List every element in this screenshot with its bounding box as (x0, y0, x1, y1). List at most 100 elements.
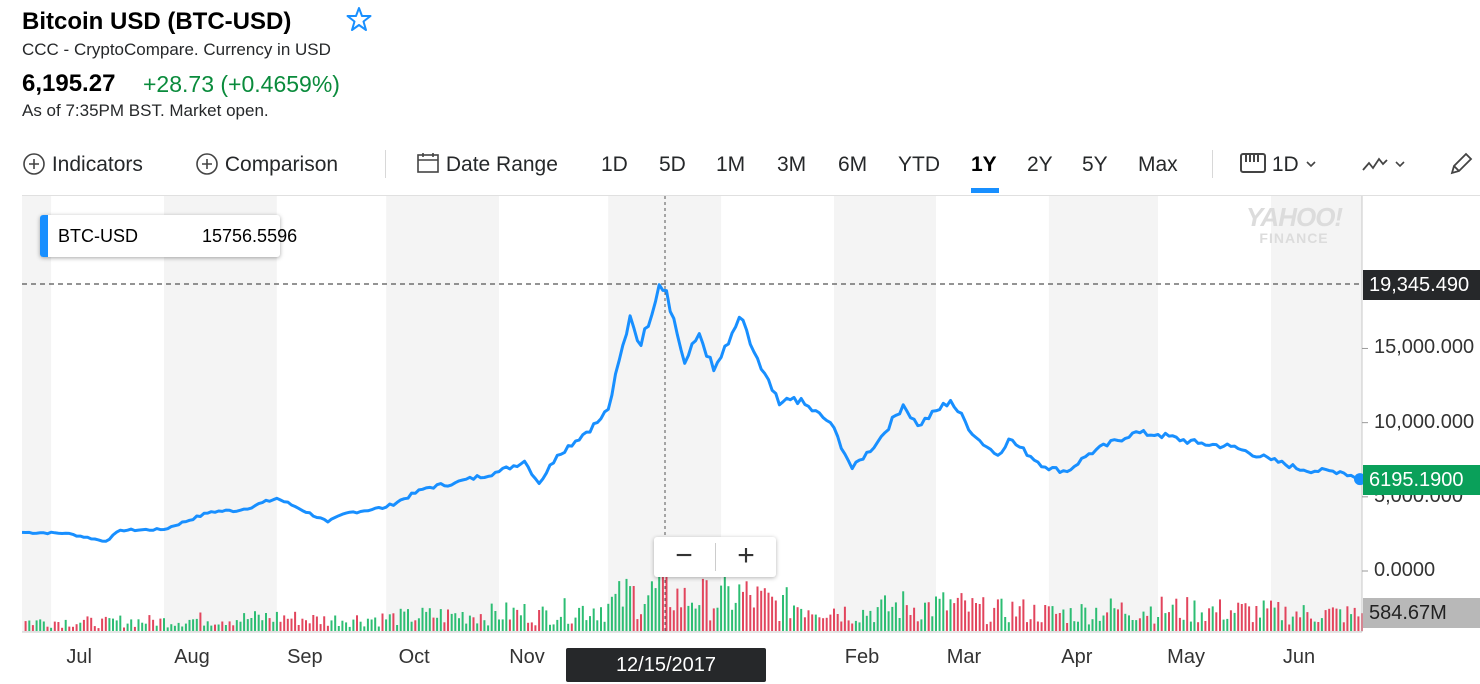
volume-bar (549, 624, 551, 631)
volume-bar (978, 604, 981, 631)
volume-bar (39, 619, 42, 631)
range-2y[interactable]: 2Y (1027, 153, 1053, 176)
volume-bar (672, 610, 675, 631)
comparison-label: Comparison (224, 153, 339, 176)
volume-bar (701, 578, 704, 631)
volume-bar (836, 614, 839, 631)
volume-bar (989, 621, 992, 631)
calendar-icon (417, 153, 439, 173)
zoom-in-button[interactable]: + (737, 539, 755, 572)
volume-bar (1066, 623, 1069, 631)
range-1m[interactable]: 1M (716, 153, 746, 176)
x-tick-label: Oct (398, 646, 430, 668)
volume-bar (570, 623, 573, 631)
volume-bar (785, 587, 788, 631)
volume-bar (403, 611, 406, 631)
volume-bar (1288, 624, 1291, 631)
volume-bar (232, 625, 235, 631)
volume-bar (1091, 619, 1094, 631)
range-5y[interactable]: 5Y (1082, 153, 1108, 176)
volume-bar (811, 614, 814, 631)
range-3m[interactable]: 3M (777, 153, 807, 176)
volume-bar (982, 597, 985, 631)
volume-bar (1219, 599, 1221, 631)
volume-bar (1000, 598, 1003, 631)
volume-bar (527, 622, 530, 631)
price-chart[interactable] (0, 196, 1480, 684)
volume-bar (315, 616, 318, 631)
volume-bar (916, 621, 919, 631)
volume-bar (680, 607, 683, 631)
volume-bar (902, 591, 905, 631)
date-range-button[interactable]: Date Range (416, 146, 558, 186)
star-icon[interactable] (346, 6, 372, 32)
volume-bar (920, 619, 923, 631)
range-6m[interactable]: 6M (838, 153, 868, 176)
volume-bar (1215, 612, 1218, 631)
volume-bar (913, 607, 916, 631)
volume-bar (137, 619, 140, 631)
volume-bar (782, 595, 784, 631)
volume-bar (541, 606, 544, 631)
volume-bar (177, 622, 180, 631)
chart-type-dropdown[interactable] (1362, 146, 1406, 186)
volume-bar (159, 618, 162, 631)
volume-bar (1029, 619, 1032, 631)
volume-bar (181, 626, 184, 631)
month-bands (22, 196, 1362, 632)
volume-bar (632, 586, 635, 631)
volume-bar (967, 611, 970, 631)
volume-bar (377, 626, 380, 631)
y-tick-marks (1362, 347, 1368, 572)
volume-bar (188, 619, 191, 631)
volume-bar (905, 605, 908, 631)
volume-bar (1153, 623, 1156, 631)
volume-bar (567, 623, 570, 631)
month-band (1158, 196, 1271, 632)
range-5d[interactable]: 5D (659, 153, 686, 176)
volume-bar (396, 625, 399, 631)
volume-bar (807, 610, 810, 631)
volume-bar (170, 624, 173, 631)
x-tick-label: Apr (1061, 646, 1093, 668)
volume-bar (184, 623, 187, 631)
volume-bar (454, 613, 457, 631)
range-1d[interactable]: 1D (601, 153, 628, 176)
volume-bar (647, 595, 650, 631)
volume-bar (687, 605, 690, 631)
active-range-indicator (971, 188, 999, 193)
volume-bar (793, 605, 795, 631)
volume-bar (545, 610, 548, 631)
toolbar-divider (1212, 150, 1213, 178)
zoom-out-button[interactable]: − (675, 539, 693, 572)
volume-bar (985, 624, 988, 631)
month-band (386, 196, 500, 632)
interval-dropdown[interactable]: 1D (1240, 146, 1317, 186)
volume-bar (709, 620, 712, 631)
volume-bar (1273, 607, 1276, 631)
volume-bars (24, 566, 1363, 631)
volume-bar (203, 625, 206, 631)
range-ytd[interactable]: YTD (898, 153, 940, 176)
range-1y[interactable]: 1Y (971, 153, 997, 176)
volume-bar (112, 618, 114, 631)
volume-bar (79, 622, 82, 631)
comparison-button[interactable]: Comparison (195, 146, 338, 186)
draw-button[interactable] (1448, 146, 1474, 186)
volume-bar (618, 581, 621, 631)
chart-top-border (22, 195, 1480, 196)
volume-bar (93, 626, 96, 631)
volume-bar (1157, 617, 1160, 631)
volume-bar (512, 607, 515, 631)
indicators-button[interactable]: Indicators (22, 146, 143, 186)
volume-bar (425, 611, 428, 631)
volume-bar (46, 626, 49, 631)
volume-bar (86, 616, 89, 631)
range-max[interactable]: Max (1138, 153, 1178, 176)
volume-bar (898, 618, 901, 631)
volume-bar (286, 618, 289, 631)
volume-bar (1135, 620, 1138, 631)
volume-bar (31, 625, 34, 631)
volume-bar (1280, 620, 1283, 631)
volume-bar (487, 625, 490, 631)
